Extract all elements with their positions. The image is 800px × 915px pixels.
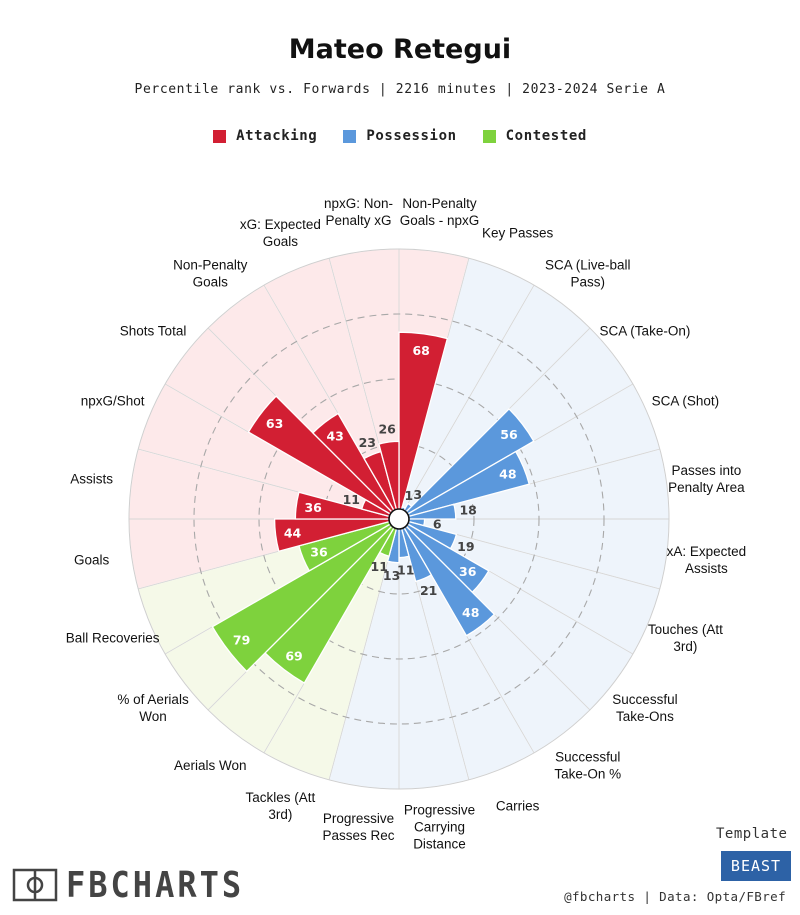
- value-label: 48: [462, 605, 479, 620]
- value-label: 69: [285, 648, 302, 663]
- value-label: 36: [304, 500, 322, 515]
- chart-title: Mateo Retegui: [288, 34, 512, 65]
- category-label: Ball Recoveries: [66, 631, 160, 646]
- fbcharts-logo: FBCHARTS: [12, 864, 245, 906]
- legend-item-contested: Contested: [482, 128, 587, 144]
- value-label: 79: [233, 632, 250, 647]
- pitch-icon: [12, 868, 58, 902]
- value-label: 3: [413, 487, 422, 502]
- data-credit: @fbcharts | Data: Opta/FBref: [564, 889, 786, 904]
- grid-circle: [258, 378, 540, 660]
- value-label: 11: [343, 492, 360, 507]
- value-labels: 681 3564818619364821111311697936443611634…: [233, 343, 518, 663]
- value-label: 44: [284, 526, 302, 541]
- category-label: Non-Penalty Goals: [173, 258, 248, 290]
- category-label: npxG: Non-Penalty xG: [324, 196, 393, 228]
- value-label: 6: [433, 517, 442, 532]
- category-label: npxG/Shot: [81, 393, 145, 408]
- category-label: Non-Penalty Goals - npxG: [400, 196, 480, 228]
- value-label: 36: [459, 564, 477, 579]
- category-label: Aerials Won: [174, 758, 247, 773]
- legend-swatch-contested: [482, 129, 496, 143]
- value-label: 21: [420, 583, 437, 598]
- category-label: Progressive Carrying Distance: [404, 802, 475, 851]
- category-label: Successful Take-Ons: [612, 692, 677, 724]
- legend-label-contested: Contested: [505, 128, 587, 144]
- category-label: Progressive Passes Rec: [323, 811, 395, 843]
- value-label: 11: [371, 559, 388, 574]
- template-label: Template: [716, 826, 788, 842]
- bars: [211, 331, 535, 684]
- legend-swatch-attacking: [213, 129, 227, 143]
- legend-item-attacking: Attacking: [213, 128, 317, 144]
- category-label: Key Passes: [482, 226, 554, 241]
- legend-label-attacking: Attacking: [236, 128, 318, 144]
- category-label: Touches (Att 3rd): [648, 622, 723, 654]
- value-label: 19: [457, 539, 474, 554]
- logo-text: FBCHARTS: [66, 864, 245, 906]
- chart-subtitle: Percentile rank vs. Forwards | 2216 minu…: [134, 82, 666, 97]
- value-label: 63: [266, 416, 283, 431]
- value-label: 26: [378, 422, 396, 437]
- value-label: 13: [383, 568, 400, 583]
- category-label: Tackles (Att 3rd): [245, 790, 315, 822]
- value-label: 36: [310, 545, 328, 560]
- legend-swatch-possession: [343, 129, 357, 143]
- legend: Attacking Possession Contested: [0, 128, 800, 144]
- category-label: xG: Expected Goals: [240, 217, 321, 249]
- legend-label-possession: Possession: [366, 128, 457, 144]
- category-label: Goals: [74, 552, 110, 567]
- legend-item-possession: Possession: [343, 128, 456, 144]
- template-badge: BEAST: [721, 851, 791, 881]
- category-label: Successful Take-On %: [554, 749, 621, 781]
- value-label: 68: [412, 343, 429, 358]
- grid-circle: [193, 313, 605, 725]
- value-label: 48: [499, 466, 516, 481]
- category-label: Assists: [70, 472, 113, 487]
- value-label: 23: [359, 435, 376, 450]
- category-label: SCA (Take-On): [600, 323, 691, 338]
- category-label: Carries: [496, 798, 540, 813]
- category-label: SCA (Live-ball Pass): [545, 258, 631, 290]
- outer-ring: [128, 248, 670, 790]
- value-label: 43: [326, 428, 343, 443]
- category-label: Shots Total: [120, 323, 187, 338]
- value-label: 18: [459, 502, 476, 517]
- category-label: Passes into Penalty Area: [668, 463, 745, 495]
- value-label: 56: [500, 427, 518, 442]
- value-label: 11: [397, 563, 414, 578]
- category-label: % of Aerials Won: [117, 692, 189, 724]
- category-label: SCA (Shot): [652, 393, 720, 408]
- center-hub: [388, 508, 410, 530]
- value-label: 1: [404, 488, 413, 503]
- category-label: xA: Expected Assists: [667, 544, 747, 576]
